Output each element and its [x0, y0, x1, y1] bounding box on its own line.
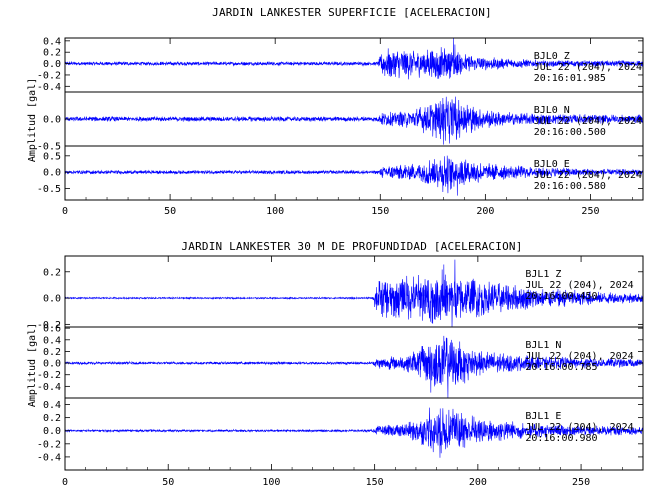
x-tick-label: 0	[62, 477, 68, 488]
date-label: JUL 22 (204), 2024	[525, 422, 633, 433]
y-tick-label: -0.5	[37, 142, 61, 153]
time-label: 20:16:01.985	[534, 73, 606, 84]
x-tick-label: 50	[162, 477, 174, 488]
date-label: JUL 22 (204), 2024	[534, 116, 642, 127]
y-tick-label: -0.2	[37, 439, 61, 450]
top-panel-title: JARDIN LANKESTER SUPERFICIE [ACELERACION…	[212, 6, 492, 19]
trace-frame	[64, 145, 644, 201]
y-tick-label: 0.4	[43, 400, 61, 411]
bottom-y-axis-label: Amplitud [gal]	[27, 323, 38, 407]
y-tick-label: 0.2	[43, 48, 61, 59]
y-tick-label: 0.2	[43, 347, 61, 358]
y-tick-label: -0.4	[37, 82, 61, 93]
date-label: JUL 22 (204), 2024	[534, 170, 642, 181]
y-tick-label: -0.2	[37, 70, 61, 81]
x-tick-label: 50	[164, 206, 176, 217]
trace-BJL0-E	[64, 155, 644, 196]
y-tick-label: 0.4	[43, 335, 61, 346]
y-tick-label: 0.2	[43, 413, 61, 424]
x-tick-label: 150	[371, 206, 389, 217]
time-label: 20:16:00.450	[525, 291, 597, 302]
station-label: BJL0 N	[534, 105, 570, 116]
y-tick-label: 0.5	[43, 151, 61, 162]
station-label: BJL1 N	[525, 340, 561, 351]
time-label: 20:16:00.785	[525, 362, 597, 373]
y-tick-label: -0.4	[37, 382, 61, 393]
station-label: BJL0 Z	[534, 51, 570, 62]
y-tick-label: 0.6	[43, 324, 61, 335]
y-tick-label: 0.4	[43, 36, 61, 47]
station-label: BJL1 E	[525, 411, 561, 422]
trace-BJL0-Z	[64, 38, 644, 80]
x-tick-label: 200	[476, 206, 494, 217]
date-label: JUL 22 (204), 2024	[525, 351, 633, 362]
x-tick-label: 0	[62, 206, 68, 217]
y-tick-label: 0.2	[43, 267, 61, 278]
y-tick-label: -0.5	[37, 184, 61, 195]
date-label: JUL 22 (204), 2024	[525, 280, 633, 291]
x-tick-label: 250	[572, 477, 590, 488]
top-y-axis-label: Amplitud [gal]	[27, 78, 38, 162]
y-tick-label: 0.0	[43, 294, 61, 305]
station-label: BJL1 Z	[525, 269, 561, 280]
y-tick-label: 0.0	[43, 168, 61, 179]
time-label: 20:16:00.980	[525, 433, 597, 444]
y-tick-label: -0.2	[37, 320, 61, 331]
trace-BJL1-N	[64, 335, 644, 398]
x-tick-label: 250	[581, 206, 599, 217]
station-label: BJL0 E	[534, 159, 570, 170]
bottom-panel-title: JARDIN LANKESTER 30 M DE PROFUNDIDAD [AC…	[181, 240, 522, 253]
trace-BJL0-N	[64, 96, 644, 145]
y-tick-label: 0.0	[43, 359, 61, 370]
x-tick-label: 200	[469, 477, 487, 488]
y-tick-label: -0.2	[37, 370, 61, 381]
x-tick-label: 150	[366, 477, 384, 488]
trace-BJL1-Z	[64, 259, 644, 328]
y-tick-label: 0.0	[43, 426, 61, 437]
date-label: JUL 22 (204), 2024	[534, 62, 642, 73]
y-tick-label: -0.4	[37, 452, 61, 463]
y-tick-label: 0.0	[43, 59, 61, 70]
x-tick-label: 100	[262, 477, 280, 488]
trace-BJL1-E	[64, 407, 644, 458]
y-tick-label: 0.0	[43, 115, 61, 126]
x-tick-label: 100	[266, 206, 284, 217]
time-label: 20:16:00.580	[534, 181, 606, 192]
time-label: 20:16:00.500	[534, 127, 606, 138]
